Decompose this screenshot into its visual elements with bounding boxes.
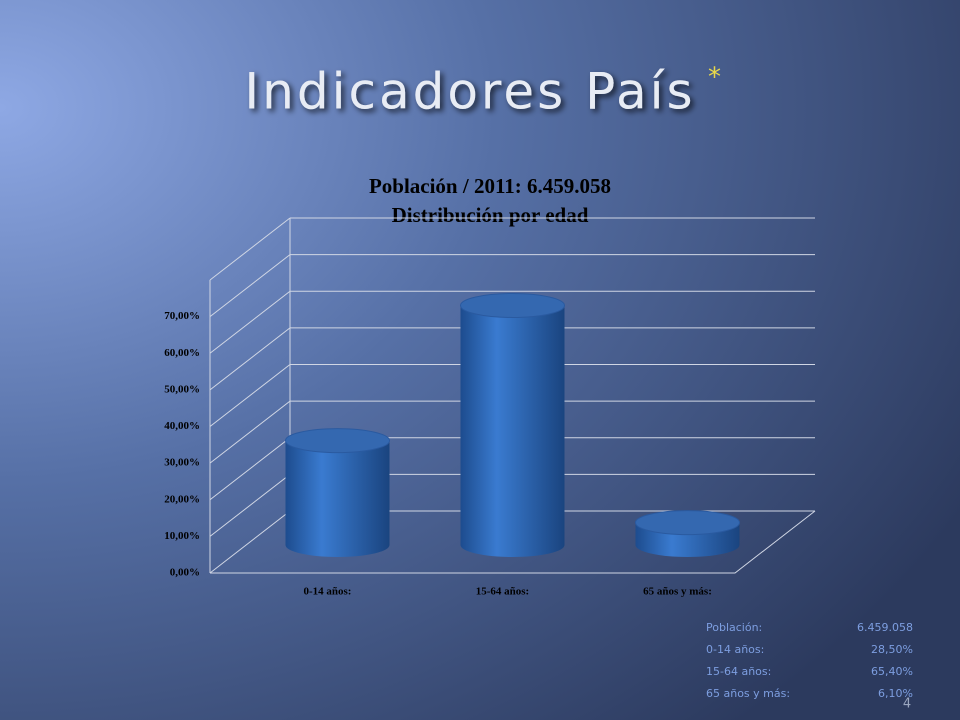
x-tick-label: 15-64 años: [476, 586, 529, 598]
x-tick-label: 65 años y más: [643, 586, 712, 598]
y-tick-label: 10,00% [164, 530, 200, 542]
bar-top [285, 428, 390, 454]
table-label: 65 años y más: [706, 687, 790, 700]
bar-top [635, 510, 740, 536]
grid-line [209, 364, 815, 427]
bar [285, 428, 390, 557]
grid-line [209, 400, 815, 464]
y-tick-label: 20,00% [164, 493, 200, 505]
table-label: 0-14 años: [706, 643, 764, 656]
plot: 0,00% 10,00% 20,00% 30,00% 40,00% 50,00% 60,00… [164, 217, 816, 598]
chart-subtitle: Distribución por edad [392, 203, 589, 227]
y-tick-label: 30,00% [164, 457, 200, 469]
chart-title: Población / 2011: 6.459.058 [369, 174, 611, 198]
title-mark: * [708, 63, 721, 93]
bar [460, 292, 565, 557]
table-value: 28,50% [871, 643, 913, 656]
y-tick-label: 40,00% [164, 420, 200, 432]
bar-body [285, 440, 390, 557]
grid-line [209, 290, 815, 354]
bar-body [460, 305, 565, 557]
grid-line [209, 217, 291, 281]
x-tick-label: 0-14 años: [304, 586, 352, 598]
table-label: 15-64 años: [706, 665, 771, 678]
bar [635, 510, 740, 557]
grid-line [209, 254, 815, 318]
grid-line [209, 327, 815, 391]
y-tick-label: 0,00% [170, 567, 200, 579]
bar-top [460, 292, 565, 318]
slide-title: Indicadores País [244, 63, 695, 121]
table-value: 6.459.058 [857, 621, 913, 634]
table-value: 6,10% [878, 687, 913, 700]
y-tick-label: 70,00% [164, 310, 200, 322]
y-tick-label: 50,00% [164, 383, 200, 395]
floor [210, 510, 816, 574]
table-label: Población: [706, 621, 762, 634]
y-tick-label: 60,00% [164, 347, 200, 359]
page-number: 4 [903, 697, 911, 712]
table-value: 65,40% [871, 665, 913, 678]
